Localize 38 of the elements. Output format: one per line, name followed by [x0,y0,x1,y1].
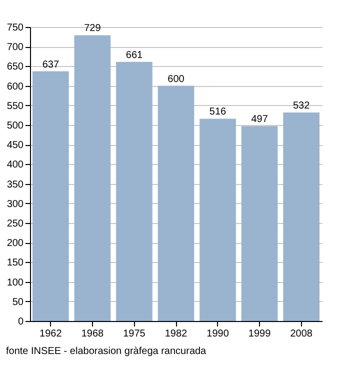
x-tick-label: 1975 [123,328,146,340]
data-label: 600 [168,74,185,85]
x-tick-label: 2008 [290,328,313,340]
data-label: 516 [209,106,227,118]
x-tick-label: 1999 [248,328,272,340]
source-note: fonte INSEE - elaborasion gràfega rancurada [6,346,208,357]
data-label: 532 [292,100,310,112]
y-tick-label: 750 [6,22,24,34]
bar [241,126,278,321]
y-tick-label: 600 [6,81,24,92]
data-label: 637 [42,59,60,70]
y-tick-label: 500 [6,120,24,132]
y-tick-label: 200 [6,238,24,250]
y-tick-label: 350 [6,179,24,190]
y-tick-label: 300 [6,198,24,210]
y-tick-label: 0 [18,316,24,328]
data-label: 661 [126,50,144,61]
data-label: 497 [251,114,268,126]
bar [158,86,194,321]
bar [74,35,111,321]
x-tick-label: 1990 [206,328,230,340]
x-tick-label: 1982 [164,328,188,340]
y-tick-label: 700 [6,42,24,54]
y-tick-label: 250 [6,218,24,230]
data-label: 729 [84,23,102,34]
y-tick-label: 100 [6,277,24,288]
y-tick-label: 400 [6,160,24,171]
y-tick-label: 550 [6,100,24,112]
bar [116,62,152,321]
y-tick-label: 50 [12,296,24,308]
bar [200,118,236,321]
y-tick-label: 150 [6,258,24,269]
y-tick-label: 450 [6,140,24,152]
x-tick-label: 1962 [40,328,62,340]
bar [283,112,320,321]
y-tick-label: 650 [6,62,24,73]
bar [32,71,69,321]
x-tick-label: 1968 [81,328,104,340]
